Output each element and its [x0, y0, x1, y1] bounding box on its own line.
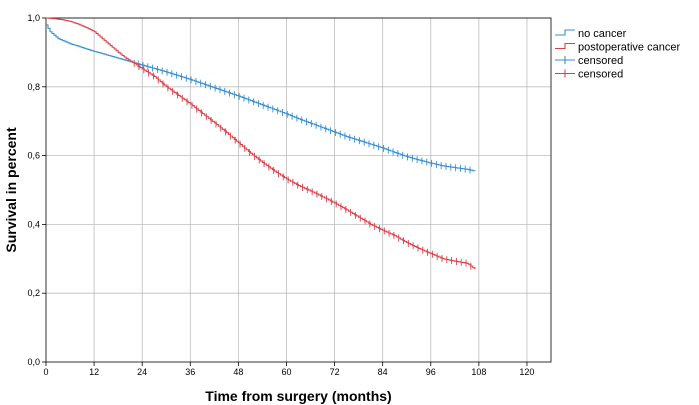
- legend-label: postoperative cancer: [578, 42, 680, 54]
- x-tick-label: 108: [471, 367, 486, 377]
- x-tick-label: 24: [137, 367, 147, 377]
- series-1: [46, 17, 476, 270]
- censor-marks: [137, 60, 471, 174]
- legend-item: no cancer: [555, 28, 627, 40]
- y-tick-label: 0,8: [27, 82, 40, 92]
- y-tick-label: 0,4: [27, 219, 40, 229]
- x-tick-label: 72: [330, 367, 340, 377]
- x-axis-title: Time from surgery (months): [205, 388, 391, 404]
- y-tick-label: 0,6: [27, 151, 40, 161]
- x-tick-label: 120: [519, 367, 534, 377]
- legend-label: no cancer: [578, 28, 627, 40]
- x-tick-label: 48: [233, 367, 243, 377]
- grid: [46, 17, 551, 362]
- y-tick-label: 0,2: [27, 288, 40, 298]
- legend-swatch: [555, 42, 575, 50]
- x-tick-label: 0: [43, 367, 48, 377]
- censor-marks: [133, 59, 472, 270]
- legend-item: postoperative cancer: [555, 42, 680, 54]
- legend-swatch: [555, 29, 575, 36]
- legend-label: censored: [578, 55, 623, 67]
- series-0: [46, 24, 476, 174]
- plot-frame: [45, 17, 552, 363]
- legend-item: censored: [555, 69, 623, 81]
- y-tick-label: 0,0: [27, 357, 40, 367]
- legend-label: censored: [578, 69, 623, 81]
- x-tick-label: 96: [426, 367, 436, 377]
- ticks-layer: 0 12 24 36 48 60 72 84 96 108 120 0,0 0,2 0,4 0,6 0,8 1,…: [27, 13, 534, 377]
- series-line: [46, 17, 476, 270]
- y-axis-title: Survival in percent: [3, 127, 19, 253]
- series-layer: [46, 17, 476, 270]
- x-tick-label: 12: [89, 367, 99, 377]
- x-tick-label: 84: [378, 367, 388, 377]
- x-tick-label: 60: [281, 367, 291, 377]
- legend-item: censored: [555, 55, 623, 67]
- series-line: [46, 24, 476, 172]
- x-tick-label: 36: [185, 367, 195, 377]
- y-tick-label: 1,0: [27, 13, 40, 23]
